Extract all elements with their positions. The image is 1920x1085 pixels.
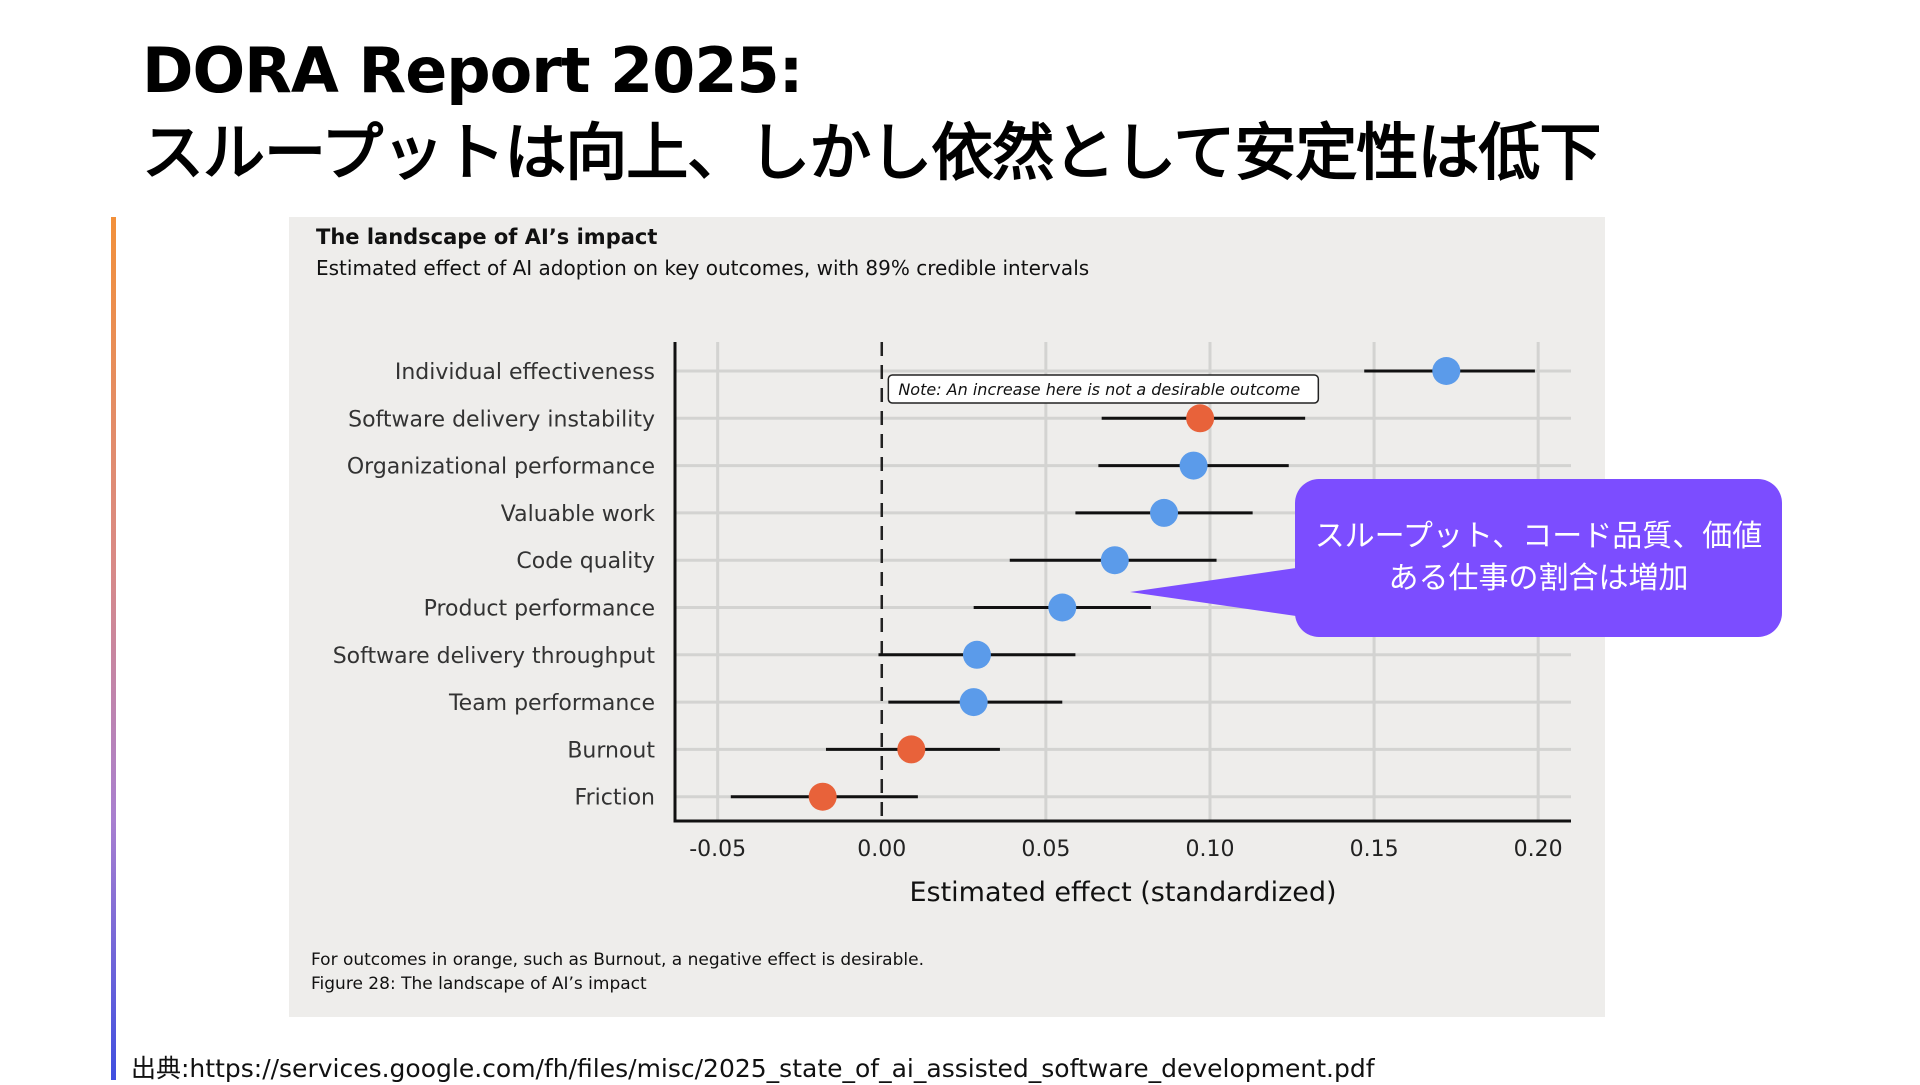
- category-label: Valuable work: [501, 502, 655, 527]
- estimate-point: [1432, 357, 1461, 385]
- category-label: Individual effectiveness: [395, 360, 655, 385]
- x-tick-label: 0.15: [1350, 837, 1399, 862]
- category-label: Software delivery instability: [348, 407, 655, 432]
- estimate-point: [962, 640, 991, 669]
- source-citation: 出典:https://services.google.com/fh/files/…: [131, 1054, 1375, 1083]
- category-label: Burnout: [567, 738, 655, 763]
- estimate-point: [1179, 451, 1208, 480]
- x-tick-label: 0.10: [1185, 837, 1234, 862]
- estimate-point: [897, 735, 926, 764]
- chart-caption: Figure 28: The landscape of AI’s impact: [311, 974, 647, 994]
- accent-bar: [111, 217, 116, 1080]
- category-label: Organizational performance: [347, 455, 655, 480]
- x-tick-label: 0.05: [1021, 837, 1070, 862]
- callout-text: スループット、コード品質、価値ある仕事の割合は増加: [1314, 519, 1763, 596]
- estimate-point: [808, 782, 837, 811]
- estimate-point: [1100, 546, 1129, 575]
- slide-title-line1: DORA Report 2025:: [142, 34, 803, 107]
- estimate-point: [1186, 404, 1215, 433]
- chart-subtitle: Estimated effect of AI adoption on key o…: [316, 256, 1090, 280]
- x-tick-label: 0.20: [1514, 837, 1563, 862]
- note-text: Note: An increase here is not a desirabl…: [898, 380, 1300, 399]
- chart-title: The landscape of AI’s impact: [316, 225, 658, 249]
- slide-title-line2: スループットは向上、しかし依然として安定性は低下: [142, 116, 1601, 189]
- estimate-point: [1048, 593, 1077, 622]
- category-label: Code quality: [516, 549, 655, 574]
- category-label: Product performance: [424, 597, 655, 622]
- estimate-point: [1150, 498, 1179, 527]
- note-box: [887, 374, 1320, 404]
- category-label: Software delivery throughput: [333, 644, 656, 669]
- x-tick-label: 0.00: [857, 837, 906, 862]
- chart-footnote: For outcomes in orange, such as Burnout,…: [311, 950, 924, 970]
- slide-title: DORA Report 2025: スループットは向上、しかし依然として安定性は…: [142, 30, 1601, 194]
- callout-tail: [1130, 566, 1310, 618]
- x-tick-label: -0.05: [689, 837, 746, 862]
- category-label: Friction: [575, 786, 655, 811]
- x-axis-title: Estimated effect (standardized): [909, 877, 1336, 908]
- callout-bubble: スループット、コード品質、価値ある仕事の割合は増加: [1295, 479, 1782, 637]
- estimate-point: [959, 688, 988, 717]
- category-label: Team performance: [448, 691, 655, 716]
